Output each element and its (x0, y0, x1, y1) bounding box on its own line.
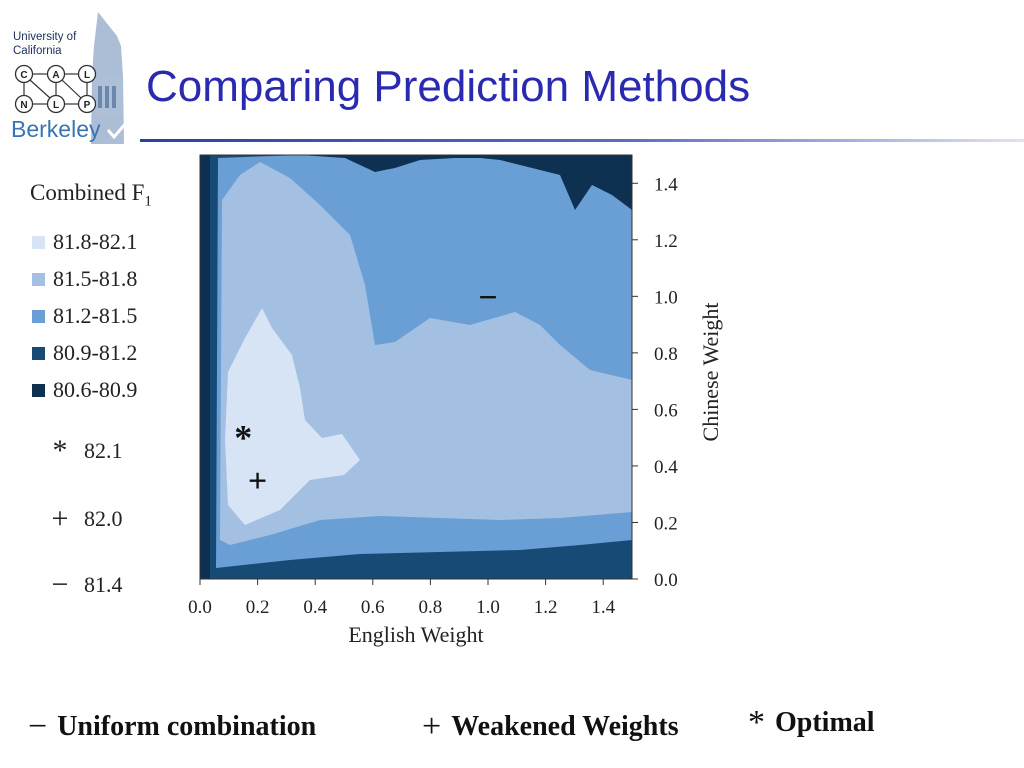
legend-title-text: Combined F (30, 180, 145, 205)
plus-icon: + (51, 502, 69, 535)
x-tick-label: 0.6 (361, 597, 385, 618)
marker-value: 82.0 (84, 506, 123, 531)
x-tick-label: 1.4 (591, 597, 615, 618)
legend-marker-row: * 82.1 (42, 436, 123, 466)
optimal-marker: * (234, 418, 252, 458)
uniform-marker: − (478, 279, 497, 316)
x-tick-label: 0.0 (188, 597, 212, 618)
y-axis-label: Chinese Weight (698, 303, 723, 442)
legend-marker-row: + 82.0 (42, 504, 123, 534)
logo-letter: A (52, 70, 59, 81)
x-axis-label: English Weight (348, 622, 483, 647)
asterisk-icon: * (52, 434, 68, 467)
x-tick-label: 0.2 (246, 597, 270, 618)
x-tick-label: 0.8 (419, 597, 443, 618)
legend-swatch (32, 235, 45, 249)
x-tick-label: 0.4 (303, 597, 327, 618)
logo-letter: C (20, 70, 27, 81)
legend-swatch (32, 309, 45, 323)
logo-letter: P (84, 100, 91, 111)
weakened-weights-marker: + (248, 463, 267, 500)
minus-icon: − (28, 708, 48, 745)
slide-title: Comparing Prediction Methods (146, 62, 751, 111)
footer-weakened: + Weakened Weights (422, 708, 679, 746)
logo-graphic: C A L N L P (14, 12, 128, 144)
logo-letter: L (84, 70, 90, 81)
asterisk-icon: * (748, 704, 765, 741)
legend-label: 80.6-80.9 (53, 377, 138, 402)
legend-label: 81.8-82.1 (53, 229, 138, 254)
y-tick-label: 0.8 (654, 344, 678, 365)
y-axis: 0.0 0.2 0.4 0.6 0.8 1.0 1.2 1.4 (632, 174, 678, 591)
logo-letter: N (20, 100, 27, 111)
legend-swatch (32, 346, 45, 360)
berkeley-logo: C A L N L P University of California Ber… (8, 6, 128, 146)
legend-marker-row: − 81.4 (42, 570, 123, 600)
footer-optimal: * Optimal (748, 704, 875, 742)
minus-icon: − (51, 568, 69, 601)
plot-frame (199, 154, 633, 580)
logo-letter: L (53, 100, 59, 111)
region-band-1 (225, 308, 360, 525)
footer-weakened-label: Weakened Weights (451, 711, 679, 742)
y-tick-label: 1.0 (654, 287, 678, 308)
footer-optimal-label: Optimal (775, 707, 875, 738)
legend-swatch (32, 272, 45, 286)
y-tick-label: 0.6 (654, 400, 678, 421)
x-tick-label: 1.0 (476, 597, 500, 618)
legend-item: 80.9-81.2 (32, 340, 137, 366)
x-axis: 0.0 0.2 0.4 0.6 0.8 1.0 1.2 1.4 (188, 579, 616, 618)
x-tick-label: 1.2 (534, 597, 558, 618)
logo-line1: University of (13, 31, 77, 43)
legend-item: 81.5-81.8 (32, 266, 137, 292)
title-underline (140, 139, 1024, 142)
legend-title-subscript: 1 (144, 193, 152, 210)
legend-label: 80.9-81.2 (53, 340, 138, 365)
y-tick-label: 0.0 (654, 570, 678, 591)
legend-swatch (32, 383, 45, 397)
legend-label: 81.5-81.8 (53, 266, 138, 291)
y-tick-label: 1.4 (654, 174, 678, 195)
y-tick-label: 0.4 (654, 457, 678, 478)
y-tick-label: 1.2 (654, 231, 678, 252)
legend-title: Combined F1 (30, 180, 152, 211)
footer-uniform-label: Uniform combination (57, 711, 317, 742)
logo-berkeley-word: Berkeley (11, 116, 101, 142)
legend-item: 81.8-82.1 (32, 229, 137, 255)
plot-markers: * + − (234, 279, 497, 500)
contour-regions (200, 155, 632, 579)
legend-item: 81.2-81.5 (32, 303, 137, 329)
logo-university-text: University of California (13, 30, 76, 58)
marker-value: 82.1 (84, 438, 123, 463)
marker-value: 81.4 (84, 572, 123, 597)
logo-line2: California (13, 45, 62, 57)
legend-item: 80.6-80.9 (32, 377, 137, 403)
legend-label: 81.2-81.5 (53, 303, 138, 328)
y-tick-label: 0.2 (654, 513, 678, 534)
footer-uniform: − Uniform combination (28, 708, 316, 746)
plus-icon: + (422, 708, 442, 745)
